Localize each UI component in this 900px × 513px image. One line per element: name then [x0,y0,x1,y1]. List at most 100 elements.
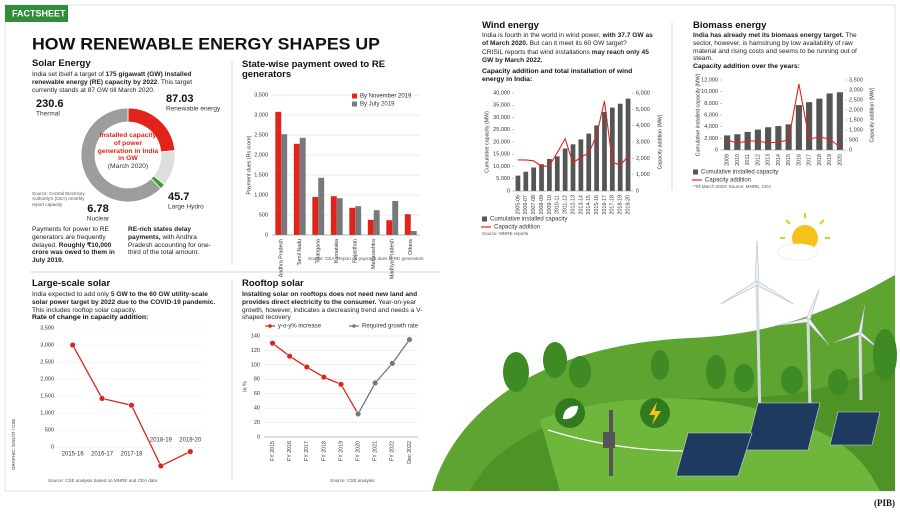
text-run: Roughly ₹10,000 crore was owed to them i… [32,241,115,265]
axis-title: Capacity addition (MW) [657,114,663,169]
y-tick-label: 40 [254,406,260,412]
bar [404,214,411,235]
donut-title: Installed capacity of power generation i… [97,132,159,171]
x-tick-label: 2006-07 [523,195,529,214]
y-tick-label: 1,000 [254,192,268,198]
chart-title: Capacity addition and total installation… [482,68,633,83]
text-run: The sector, however, is hamstrung by low… [693,32,857,63]
source: Source: CSE analysis based on MNRE and C… [48,478,157,483]
x-tick-label: 2007-08 [531,195,537,214]
y2-tick-label: 4,000 [636,123,650,129]
value-label: 87.03 [166,93,194,105]
legend-label: Cumulative installed capacity [490,217,567,223]
x-tick-label: 2013-14 [578,195,584,214]
paragraph: India has already met its biomass energy… [693,32,861,63]
bar [826,93,833,150]
x-tick-label: Tamil Nadu [297,239,303,266]
x-tick-label: Dec 2022 [407,441,413,464]
y-tick-label: 1,000 [40,411,54,417]
x-tick-label: 2012 [755,154,761,166]
x-tick-label: 2014 [776,154,782,166]
text-run: 5 GW to the 60 GW utility-scale solar po… [32,291,216,306]
text-run: India expected to add only [32,291,111,298]
bar [594,125,599,191]
x-tick-label: 2017-18 [610,195,616,214]
legend-marker [352,324,356,328]
line [726,83,841,148]
value-label: 6.78 [87,203,108,215]
y2-tick-label: 0 [636,188,639,194]
bar [795,105,802,150]
x-tick-label: 2015-16 [594,195,600,214]
bar [299,137,306,235]
bar [765,127,772,150]
x-tick-label: Karnataka [334,239,340,263]
x-tick-label: FY 2018 [321,441,327,461]
x-tick-label: Madhya Pradesh [390,239,396,279]
legend-label: Cumulative installed capacity [701,170,778,176]
y-tick-label: 2,000 [704,136,718,142]
legend-swatch [352,101,357,107]
y2-tick-label: 3,500 [849,77,863,83]
bar [373,210,380,235]
bar [578,139,584,191]
value-label: 230.6 [36,98,64,110]
bar [836,92,843,150]
x-tick-label: 2018 [817,154,823,166]
bar [523,171,529,191]
y-tick-label: 1,500 [40,394,54,400]
y-tick-label: 20 [254,420,260,426]
text-run: Year-on-year growth, however, indicates … [242,298,423,322]
legend-label: y-o-y% increase [278,324,322,330]
legend-label: By November 2019 [360,94,412,100]
x-tick-label: Andhra Pradesh [279,239,285,277]
bar [410,231,417,235]
text-run: But can it meet its 60 GW target? [527,39,627,47]
marker [69,341,76,349]
y-tick-label: 4,000 [704,124,718,130]
text-run: India is fourth in the world in wind pow… [482,32,603,39]
y-tick-label: 12,000 [701,77,718,83]
bar [336,198,343,235]
paragraph: India is fourth in the world in wind pow… [482,32,654,48]
paragraph: Installing solar on rooftops does not ne… [242,291,428,322]
bar [312,197,319,235]
x-tick-label: Maharashtra [371,239,377,269]
bar [775,126,782,150]
bar [625,98,631,191]
chart-title: Rate of change in capacity addition: [32,314,149,321]
y2-tick-label: 2,500 [849,97,863,103]
x-tick-label: 2019-20 [625,195,631,214]
marker [187,448,194,455]
category-label: Renewable energy [166,106,221,113]
x-tick-label: 2010-11 [555,195,561,214]
bar [602,111,607,191]
x-tick-label: Others [408,239,414,255]
x-tick-label: 2015-16 [62,452,85,458]
bar [609,107,615,191]
y2-tick-label: 500 [849,137,858,143]
paragraph: CRISIL reports that wind installations m… [482,49,654,65]
x-tick-label: Telangana [316,239,322,264]
y-tick-label: 500 [45,428,54,434]
y2-tick-label: 2,000 [636,156,650,162]
heading: Biomass energy [693,20,767,31]
category-label: Nuclear [87,216,110,223]
bar [554,156,560,191]
x-tick-label: 2017 [807,154,813,166]
x-tick-label: FY 2020 [356,441,362,461]
text-run: India set itself a target of [32,71,106,78]
bar [734,134,741,150]
bar [318,177,325,235]
paragraph: RE-rich states delay payments, with Andh… [128,226,223,257]
y-tick-label: 1,500 [254,172,268,178]
marker [372,379,379,386]
axis-title: Cumulative installed capacity (MW) [695,73,701,156]
dividers [30,22,673,480]
tag-bg [5,5,68,22]
y2-tick-label: 1,500 [849,117,863,123]
y-tick-label: 60 [254,391,260,397]
y2-tick-label: 3,000 [636,139,650,145]
x-tick-label: FY 2021 [373,441,379,461]
